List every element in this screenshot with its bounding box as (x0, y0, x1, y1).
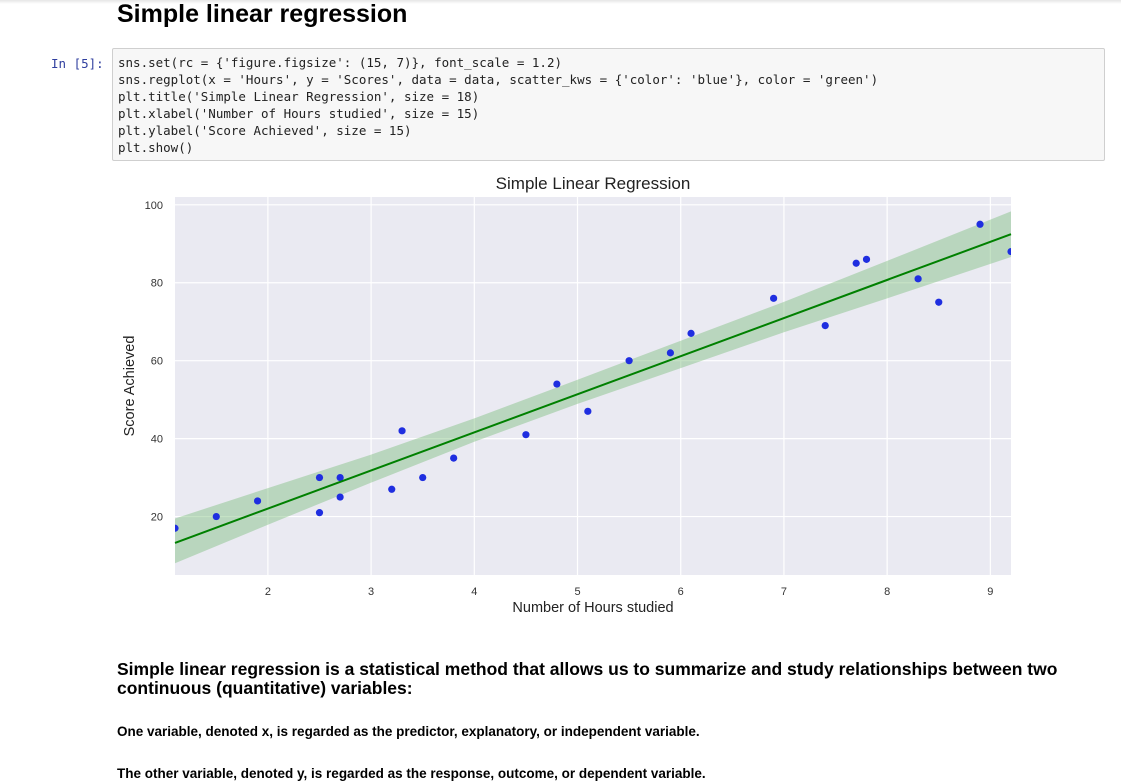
x-tick-label: 4 (471, 586, 477, 598)
x-tick-label: 6 (678, 586, 684, 598)
data-point (625, 357, 633, 365)
data-point (175, 524, 179, 532)
data-point (852, 259, 860, 267)
data-point (935, 298, 943, 306)
x-tick-label: 7 (781, 586, 787, 598)
data-point (253, 497, 262, 505)
y-tick-label: 20 (151, 512, 163, 524)
code-line: plt.show() (118, 140, 194, 155)
code-line: sns.set(rc = {'figure.figsize': (15, 7)}… (118, 55, 563, 70)
code-line: plt.xlabel('Number of Hours studied', si… (118, 106, 480, 121)
data-point (821, 321, 829, 330)
data-point (553, 380, 561, 388)
data-point (212, 512, 220, 521)
data-point (315, 473, 324, 482)
code-line: sns.regplot(x = 'Hours', y = 'Scores', d… (118, 72, 879, 87)
code-line: plt.title('Simple Linear Regression', si… (118, 89, 480, 104)
data-point (336, 473, 344, 482)
x-axis-label: Number of Hours studied (512, 600, 673, 616)
x-tick-label: 9 (987, 586, 993, 598)
data-point (336, 493, 344, 501)
data-point (419, 473, 427, 482)
chart-title: Simple Linear Regression (496, 174, 691, 193)
header-shadow (0, 0, 1121, 4)
x-tick-label: 2 (265, 586, 271, 598)
regression-line (174, 233, 1012, 544)
markdown-heading: Simple linear regression is a statistica… (117, 659, 1058, 698)
cell-prompt: In [5]: (51, 56, 104, 71)
data-point (522, 431, 530, 439)
data-point (388, 485, 396, 493)
data-point (976, 220, 984, 228)
data-point (398, 427, 406, 435)
confidence-band (175, 211, 1011, 564)
y-axis-label: Score Achieved (122, 336, 138, 437)
data-point (862, 255, 871, 263)
y-tick-label: 40 (151, 434, 163, 446)
x-tick-label: 5 (574, 586, 580, 598)
data-point (770, 294, 778, 302)
data-point (315, 509, 324, 517)
markdown-paragraph: The other variable, denoted y, is regard… (117, 766, 706, 781)
plot-background (175, 197, 1011, 575)
data-point (687, 329, 695, 337)
y-tick-label: 60 (151, 356, 163, 368)
code-cell[interactable]: sns.set(rc = {'figure.figsize': (15, 7)}… (112, 48, 1105, 161)
cell-output: 2 3 4 5 6 7 8 9 20 40 60 80 100 Simple Linear Regress… (112, 165, 1112, 625)
y-tick-label: 100 (145, 200, 163, 212)
markdown-paragraph: One variable, denoted x, is regarded as … (117, 724, 700, 739)
data-point (914, 275, 922, 283)
data-point (1007, 247, 1011, 256)
data-point (584, 407, 592, 415)
regression-chart: 2 3 4 5 6 7 8 9 20 40 60 80 100 Simple Linear Regress… (122, 174, 1012, 616)
x-tick-label: 3 (368, 586, 374, 598)
data-point (450, 454, 458, 462)
data-point (666, 349, 675, 357)
y-tick-label: 80 (151, 278, 163, 290)
x-tick-label: 8 (884, 586, 890, 598)
section-heading: Simple linear regression (117, 0, 408, 28)
code-line: plt.ylabel('Score Achieved', size = 15) (118, 123, 412, 138)
